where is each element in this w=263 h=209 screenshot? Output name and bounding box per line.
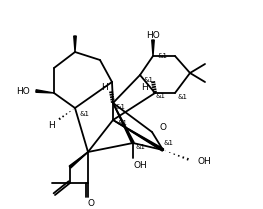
Text: &1: &1: [163, 140, 173, 146]
Text: &1: &1: [155, 93, 165, 99]
Text: &1: &1: [118, 120, 128, 126]
Text: H: H: [101, 84, 108, 93]
Text: &1: &1: [79, 111, 89, 117]
Text: &1: &1: [136, 144, 146, 150]
Polygon shape: [152, 40, 154, 56]
Text: H: H: [48, 121, 55, 130]
Text: &1: &1: [157, 53, 167, 59]
Text: OH: OH: [133, 161, 147, 169]
Text: HO: HO: [16, 87, 30, 96]
Text: &1: &1: [115, 104, 125, 110]
Polygon shape: [74, 36, 76, 52]
Polygon shape: [69, 152, 88, 168]
Polygon shape: [113, 103, 134, 144]
Text: O: O: [160, 122, 167, 131]
Polygon shape: [36, 90, 54, 93]
Text: H: H: [141, 83, 148, 92]
Text: HO: HO: [146, 32, 160, 41]
Text: OH: OH: [197, 158, 211, 167]
Text: O: O: [88, 199, 94, 208]
Text: &1: &1: [178, 94, 188, 100]
Text: &1: &1: [143, 77, 153, 83]
Polygon shape: [113, 120, 164, 151]
